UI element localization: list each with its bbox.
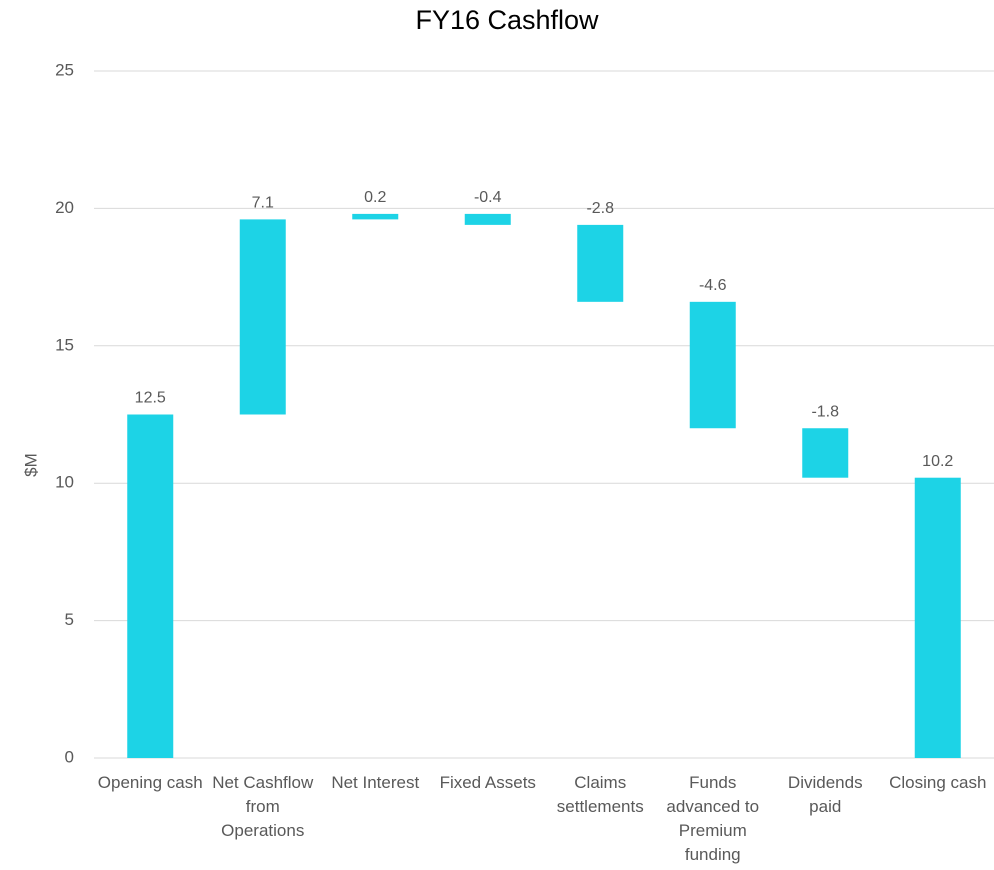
bar xyxy=(127,414,174,758)
data-label: -4.6 xyxy=(699,277,727,294)
x-tick-label: Net Cashflow from Operations xyxy=(212,773,314,840)
data-label: 10.2 xyxy=(922,453,953,470)
x-tick-label: Claims settlements xyxy=(556,773,644,816)
y-tick-label: 15 xyxy=(55,335,74,354)
y-tick-label: 5 xyxy=(65,610,74,629)
bar xyxy=(352,213,399,220)
data-label: 0.2 xyxy=(364,189,386,206)
x-tick-label: Funds advanced to Premium funding xyxy=(666,773,760,864)
y-axis-label: $M xyxy=(21,453,40,477)
data-label: -0.4 xyxy=(474,189,502,206)
x-tick-label: Fixed Assets xyxy=(439,773,536,792)
chart-title: FY16 Cashflow xyxy=(415,5,599,35)
x-tick-label: Closing cash xyxy=(889,773,987,792)
bar xyxy=(689,301,736,429)
data-label: 7.1 xyxy=(252,195,274,212)
data-label: -2.8 xyxy=(586,200,614,217)
x-tick-label: Net Interest xyxy=(331,773,420,792)
y-tick-label: 25 xyxy=(55,60,74,79)
bar xyxy=(914,477,961,758)
y-tick-label: 20 xyxy=(55,198,74,217)
data-label: -1.8 xyxy=(811,403,839,420)
bar xyxy=(577,224,624,302)
bar xyxy=(464,213,511,225)
bar xyxy=(802,428,849,478)
y-tick-label: 10 xyxy=(55,473,74,492)
data-label: 12.5 xyxy=(135,390,166,407)
x-tick-label: Opening cash xyxy=(97,773,203,792)
y-tick-label: 0 xyxy=(65,747,74,766)
x-tick-label: Dividends paid xyxy=(787,773,863,816)
bar xyxy=(239,219,286,415)
